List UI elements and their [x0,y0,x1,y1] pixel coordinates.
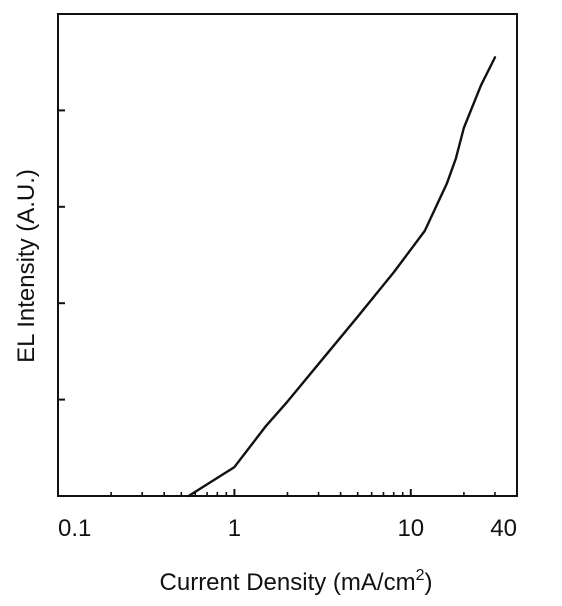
x-tick-label: 1 [228,515,241,542]
x-axis-title-superscript: 2 [416,567,425,584]
x-tick-label: 10 [397,515,424,542]
x-axis-title: Current Density (mA/cm2) [160,567,433,596]
series-group [187,56,497,498]
x-tick-label-group: 0.1 1 10 40 [58,515,517,542]
x-axis-title-suffix: ) [424,569,432,596]
el-intensity-line [187,56,497,498]
x-tick-label: 40 [490,515,517,542]
x-axis-title-main: Current Density (mA/cm [160,569,416,596]
plot-frame [57,13,518,497]
x-tick-label: 0.1 [58,515,91,542]
y-axis-title: EL Intensity (A.U.) [13,169,40,363]
x-tick-group [110,489,496,496]
y-tick-group [58,109,65,401]
